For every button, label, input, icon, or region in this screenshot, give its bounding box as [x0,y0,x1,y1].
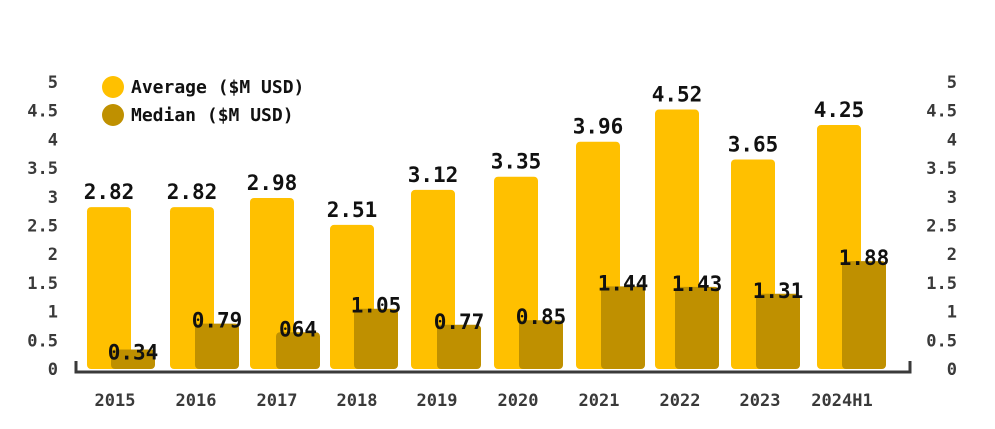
data-label-median: 0.34 [108,340,159,364]
y-tick-label-right: 5 [947,73,957,93]
x-tick-label: 2018 [337,391,378,411]
y-tick-label-right: 1 [947,303,957,323]
x-tick-label: 2021 [579,391,620,411]
y-tick-label-right: 3 [947,188,957,208]
data-label-average: 4.52 [652,83,703,107]
bar-median [675,286,719,369]
y-tick-label-right: 4.5 [926,102,957,122]
data-label-median: 1.31 [753,279,804,303]
legend: Average ($M USD) Median ($M USD) [102,76,304,126]
y-tick-label-left: 2 [48,245,58,265]
bar-median [195,323,239,369]
data-label-average: 2.51 [327,198,378,222]
legend-marker [102,76,124,98]
bar-median [601,286,645,369]
y-tick-label-left: 1.5 [27,274,58,294]
y-tick-label-right: 1.5 [926,274,957,294]
x-tick-label: 2023 [740,391,781,411]
data-labels: 2.82 2.82 2.98 2.51 3.12 3.35 3.96 4.52 3.65 4.25… [84,83,890,365]
legend-label: Average ($M USD) [131,77,304,98]
bar-median [519,320,563,369]
bar-median [437,324,481,369]
y-tick-label-right: 2.5 [926,217,957,237]
bar-average [411,189,455,369]
y-tick-label-left: 0.5 [27,331,58,351]
x-tick-label: 2016 [176,391,217,411]
y-tick-label-left: 2.5 [27,217,58,237]
data-label-median: 1.44 [598,271,649,295]
bars [87,109,886,369]
data-label-median: 0.85 [516,305,567,329]
y-tick-label-left: 4.5 [27,102,58,122]
data-label-median: 1.43 [672,272,723,296]
data-label-median: 1.05 [351,294,402,318]
y-tick-label-right: 2 [947,245,957,265]
data-label-median: 1.88 [839,246,890,270]
y-tick-label-left: 4 [48,130,58,150]
x-tick-label: 2020 [498,391,539,411]
y-tick-label-right: 0 [947,360,957,380]
data-label-median: 064 [279,317,317,341]
bar-median [276,332,320,369]
y-tick-label-left: 3 [48,188,58,208]
y-axis-left: 0 0.5 1 1.5 2 2.5 3 3.5 4 4.5 5 [27,73,58,380]
y-tick-label-left: 5 [48,73,58,93]
data-label-average: 3.12 [408,163,459,187]
bar-median [354,308,398,369]
legend-label: Median ($M USD) [131,105,294,126]
data-label-average: 2.82 [167,180,218,204]
x-tick-label: 2019 [417,391,458,411]
y-tick-label-left: 1 [48,303,58,323]
x-tick-label: 2022 [660,391,701,411]
data-label-average: 4.25 [814,98,865,122]
y-tick-label-right: 4 [947,130,957,150]
data-label-average: 2.98 [247,171,298,195]
data-label-average: 3.96 [573,115,624,139]
x-tick-label: 2017 [257,391,298,411]
x-tick-label: 2024H1 [811,391,872,411]
bar-average [87,207,131,369]
y-axis-right: 0 0.5 1 1.5 2 2.5 3 3.5 4 4.5 5 [926,73,957,380]
bar-average [250,197,294,369]
y-tick-label-left: 3.5 [27,159,58,179]
y-tick-label-right: 0.5 [926,331,957,351]
data-label-median: 0.77 [434,310,485,334]
y-tick-label-left: 0 [48,360,58,380]
legend-marker [102,104,124,126]
bar-median [111,349,155,369]
x-tick-label: 2015 [95,391,136,411]
y-tick-label-right: 3.5 [926,159,957,179]
data-label-median: 0.79 [192,309,243,333]
data-label-average: 3.65 [728,132,779,156]
x-axis-tick-labels: 2015 2016 2017 2018 2019 2020 2021 2022 2023 2024… [95,391,873,411]
data-label-average: 3.35 [491,150,542,174]
x-axis-line [74,361,912,374]
bar-median [842,261,886,369]
x-axis [74,361,912,374]
bar-median [756,293,800,369]
data-label-average: 2.82 [84,180,135,204]
